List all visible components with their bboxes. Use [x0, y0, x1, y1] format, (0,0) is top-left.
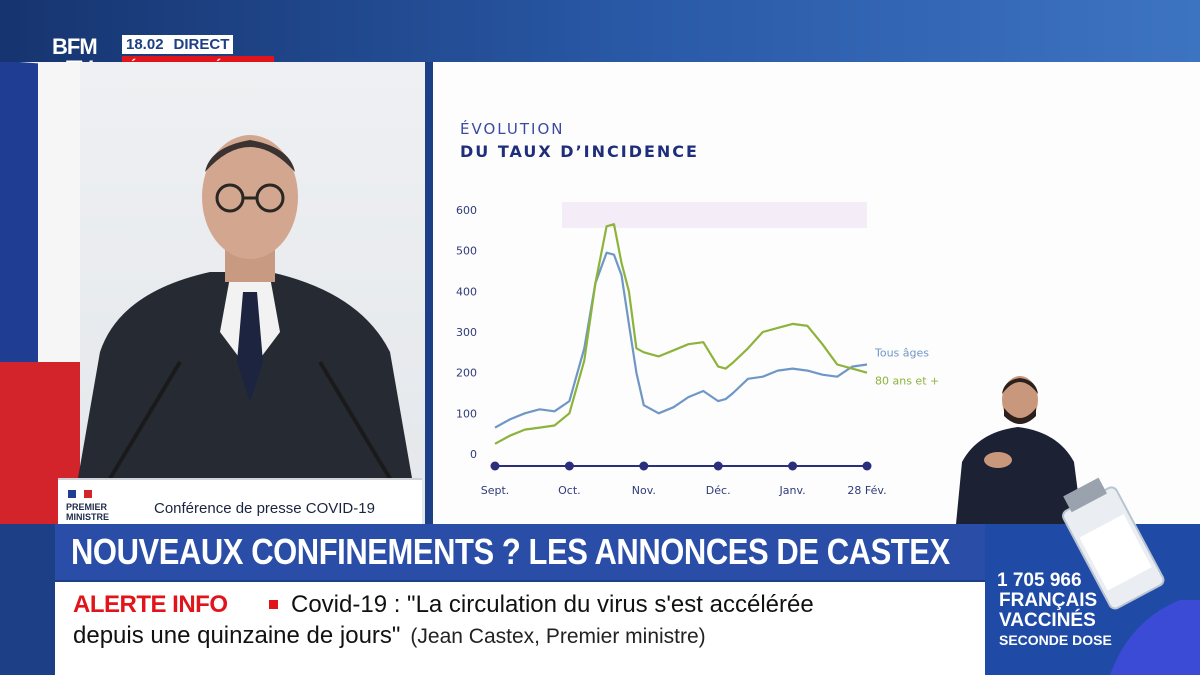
sign-language-interpreter-image — [956, 376, 1082, 524]
x-tick-label: 28 Fév. — [847, 484, 886, 497]
x-tick-marker — [564, 461, 574, 471]
alert-quote-end: depuis une quinzaine de jours" — [73, 622, 401, 649]
x-tick-label: Sept. — [481, 484, 510, 497]
speaker-video: PREMIER MINISTRE Conférence de presse CO… — [0, 62, 425, 524]
vaccine-label-line3: VACCINÉS — [999, 610, 1096, 631]
x-tick-marker — [490, 461, 500, 471]
x-tick-label: Déc. — [706, 484, 731, 497]
series-label: Tous âges — [874, 347, 929, 360]
chart-title-line2: DU TAUX D’INCIDENCE — [460, 142, 699, 161]
x-tick-marker — [788, 461, 798, 471]
y-tick-label: 500 — [456, 245, 477, 258]
vaccine-label-line4: SECONDE DOSE — [999, 632, 1112, 648]
chart-highlight-band — [561, 202, 867, 228]
series-label: 80 ans et + — [875, 375, 939, 388]
time-live-badge: 18.02 DIRECT — [122, 35, 234, 54]
vaccine-label-line2: FRANÇAIS — [999, 590, 1098, 611]
y-tick-label: 200 — [456, 367, 477, 380]
broadcast-time: 18.02 — [126, 36, 164, 53]
podium-sign: PREMIER MINISTRE Conférence de presse CO… — [58, 478, 422, 524]
y-tick-label: 0 — [470, 448, 477, 461]
x-tick-label: Nov. — [632, 484, 656, 497]
headline-text: NOUVEAUX CONFINEMENTS ? LES ANNONCES DE … — [71, 531, 950, 572]
live-label: DIRECT — [173, 36, 230, 53]
series-line-tous-ages — [494, 251, 868, 429]
headline-bar: NOUVEAUX CONFINEMENTS ? LES ANNONCES DE … — [55, 524, 985, 580]
alert-ticker: ALERTE INFO Covid-19 : "La circulation d… — [55, 582, 985, 675]
podium-org: PREMIER MINISTRE — [66, 502, 109, 522]
alert-dot-icon — [269, 600, 278, 609]
vaccine-vial-image — [1062, 477, 1200, 675]
y-tick-label: 100 — [456, 407, 477, 420]
podium-org-line2: MINISTRE — [66, 512, 110, 522]
y-tick-label: 600 — [456, 204, 477, 217]
alert-text-line1: Covid-19 : "La circulation du virus s'es… — [291, 591, 814, 618]
vaccine-count: 1 705 966 — [997, 570, 1082, 591]
x-tick-marker — [862, 461, 872, 471]
y-tick-label: 400 — [456, 285, 477, 298]
chart-title-line1: ÉVOLUTION — [460, 120, 565, 138]
government-logo-icon — [68, 490, 92, 498]
chart-panel: ÉVOLUTION DU TAUX D’INCIDENCE 0 100 200 300… — [433, 62, 1200, 524]
speaker-image — [70, 135, 420, 524]
x-tick-marker — [639, 461, 649, 471]
podium-org-line1: PREMIER — [66, 502, 108, 512]
x-tick-label: Janv. — [779, 484, 806, 497]
alert-label: ALERTE INFO — [73, 591, 228, 618]
alert-source: (Jean Castex, Premier ministre) — [410, 625, 706, 648]
x-tick-label: Oct. — [558, 484, 581, 497]
x-tick-marker — [713, 461, 723, 471]
incidence-chart: 0 100 200 300 400 500 600 Sept. Oct. Nov. Déc. Janv… — [456, 202, 939, 497]
alert-text-line2: depuis une quinzaine de jours" (Jean Cast… — [73, 622, 706, 650]
series-line-80-ans — [494, 223, 868, 445]
podium-event: Conférence de presse COVID-19 — [154, 500, 375, 517]
y-tick-label: 300 — [456, 326, 477, 339]
logo-line1: BFM — [52, 34, 98, 59]
